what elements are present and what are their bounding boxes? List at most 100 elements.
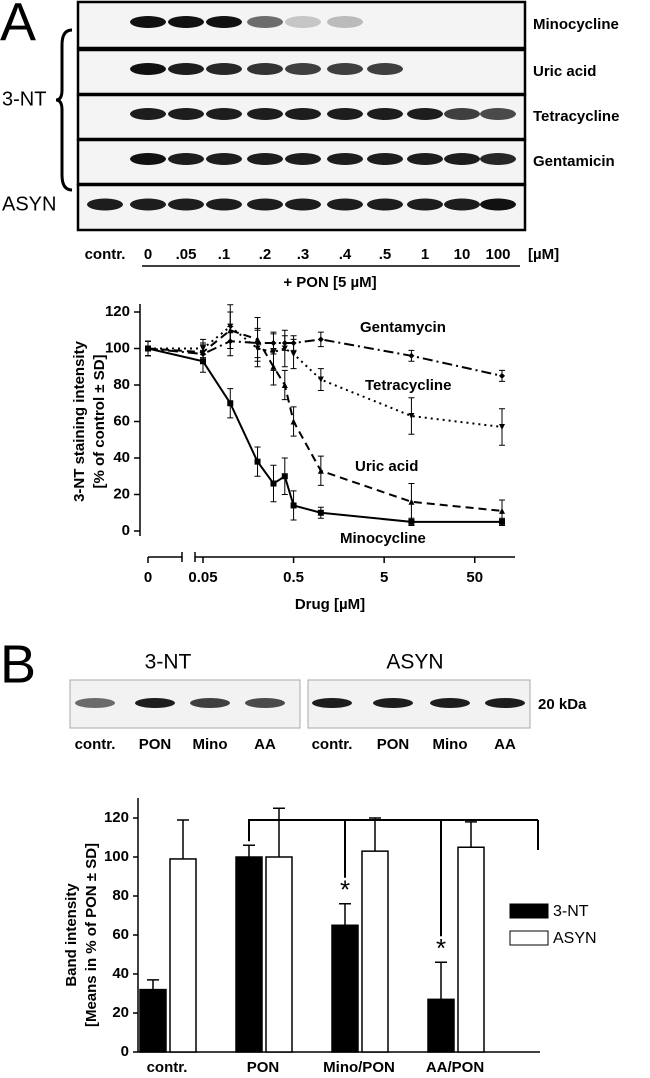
band bbox=[285, 198, 321, 211]
bar bbox=[235, 856, 263, 1053]
y-tick-label: 0 bbox=[121, 1043, 129, 1060]
lane-label: .4 bbox=[339, 246, 352, 263]
marker bbox=[317, 467, 324, 474]
lane-label: .1 bbox=[218, 246, 231, 263]
x-tick-label: 5 bbox=[380, 569, 388, 586]
control-blot-label: ASYN bbox=[2, 193, 56, 215]
error-bar bbox=[465, 821, 477, 848]
x-tick-label: 0 bbox=[144, 569, 152, 586]
marker bbox=[281, 345, 288, 352]
band bbox=[168, 16, 204, 28]
band bbox=[407, 198, 443, 211]
band bbox=[367, 153, 403, 165]
band bbox=[245, 698, 285, 708]
lane-label: PON bbox=[139, 736, 172, 753]
bar bbox=[139, 988, 167, 1053]
lane-label: .5 bbox=[379, 246, 392, 263]
band bbox=[327, 153, 363, 165]
y-tick-label: 80 bbox=[113, 376, 130, 393]
marker bbox=[254, 336, 261, 343]
unit-label: [µM] bbox=[528, 246, 559, 263]
band bbox=[367, 198, 403, 211]
series-label: Gentamycin bbox=[360, 319, 446, 336]
lane-label: AA bbox=[494, 736, 516, 753]
blot-label: Tetracycline bbox=[533, 108, 619, 125]
marker bbox=[200, 358, 206, 365]
marker bbox=[281, 473, 288, 480]
band bbox=[247, 153, 283, 165]
marker bbox=[145, 345, 151, 352]
band bbox=[168, 63, 204, 75]
band bbox=[407, 153, 443, 165]
y-tick-label: 40 bbox=[113, 449, 130, 466]
band bbox=[130, 16, 166, 28]
x-tick-label: Mino/PON bbox=[323, 1059, 395, 1076]
band bbox=[367, 108, 403, 120]
lane-label: 0 bbox=[144, 246, 152, 263]
marker bbox=[317, 336, 324, 343]
marker bbox=[408, 413, 415, 420]
error-bar bbox=[273, 807, 285, 857]
error-bar bbox=[147, 979, 159, 990]
lane-label: .3 bbox=[297, 246, 310, 263]
y-tick-label: 100 bbox=[104, 848, 129, 865]
bar bbox=[331, 924, 359, 1053]
band bbox=[444, 198, 480, 211]
size-marker: 20 kDa bbox=[538, 696, 587, 713]
series-line bbox=[147, 347, 502, 523]
band bbox=[285, 63, 321, 75]
x-tick-label: 0.5 bbox=[283, 569, 304, 586]
band bbox=[206, 198, 242, 211]
band bbox=[247, 108, 283, 120]
band bbox=[87, 198, 123, 211]
lane-label: contr. bbox=[85, 246, 126, 263]
marker bbox=[270, 480, 277, 487]
lane-label: 100 bbox=[485, 246, 510, 263]
y-axis-label: 3-NT staining intensity bbox=[71, 340, 88, 502]
marker bbox=[270, 363, 277, 370]
series-label: Uric acid bbox=[355, 458, 418, 475]
lane-label: contr. bbox=[75, 736, 116, 753]
band bbox=[327, 198, 363, 211]
band bbox=[285, 16, 321, 28]
blot-label: Minocycline bbox=[533, 16, 619, 33]
bar bbox=[265, 856, 293, 1053]
x-tick-label: PON bbox=[247, 1059, 280, 1076]
y-tick-label: 120 bbox=[104, 809, 129, 826]
band bbox=[285, 153, 321, 165]
band bbox=[130, 108, 166, 120]
y-axis-label: [% of control ± SD] bbox=[91, 354, 108, 488]
bar bbox=[427, 998, 455, 1053]
marker bbox=[408, 518, 415, 525]
band bbox=[130, 198, 166, 211]
legend-label: 3-NT bbox=[553, 903, 589, 920]
marker bbox=[227, 400, 234, 407]
x-tick-label: contr. bbox=[147, 1059, 188, 1076]
band bbox=[373, 698, 413, 708]
series-line bbox=[148, 325, 503, 428]
legend-label: ASYN bbox=[553, 930, 597, 947]
lane-label: PON bbox=[377, 736, 410, 753]
band bbox=[190, 698, 230, 708]
lane-label: contr. bbox=[312, 736, 353, 753]
lane-label: 1 bbox=[421, 246, 429, 263]
lane-label: Mino bbox=[193, 736, 228, 753]
y-tick-label: 80 bbox=[112, 887, 129, 904]
band bbox=[327, 16, 363, 28]
series-label: Minocycline bbox=[340, 530, 426, 547]
error-bar bbox=[369, 817, 381, 852]
significance-star: * bbox=[340, 875, 350, 905]
marker bbox=[290, 502, 297, 509]
y-tick-label: 0 bbox=[122, 522, 130, 539]
bracket bbox=[248, 819, 539, 937]
series-label: Tetracycline bbox=[365, 377, 451, 394]
x-tick-label: 50 bbox=[466, 569, 483, 586]
marker bbox=[499, 423, 505, 430]
blot-label: Uric acid bbox=[533, 63, 596, 80]
error-bar bbox=[177, 819, 189, 859]
marker bbox=[227, 327, 234, 334]
error-bar bbox=[339, 903, 351, 926]
blot-title: ASYN bbox=[386, 651, 443, 674]
band bbox=[206, 108, 242, 120]
band bbox=[444, 153, 480, 165]
